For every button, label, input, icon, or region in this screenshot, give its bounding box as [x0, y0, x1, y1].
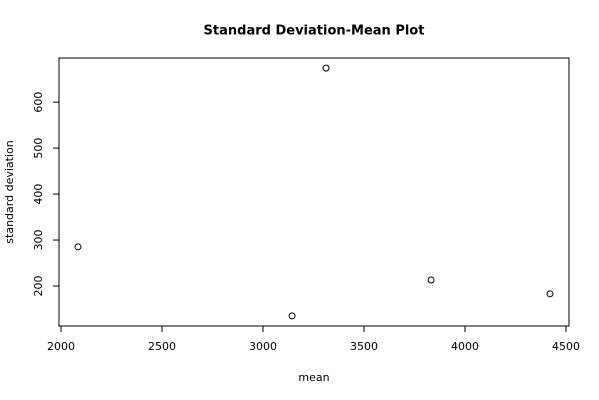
point — [322, 64, 330, 72]
point — [546, 290, 554, 298]
y-tick-label: 600 — [32, 92, 45, 113]
point — [74, 243, 82, 251]
chart-title: Standard Deviation-Mean Plot — [204, 24, 425, 39]
y-axis-label: standard deviation — [3, 140, 16, 243]
x-tick-label: 4000 — [451, 340, 479, 353]
x-tick-label: 2000 — [47, 340, 75, 353]
point — [288, 312, 296, 320]
x-tick-label: 3000 — [249, 340, 277, 353]
point — [427, 276, 435, 284]
x-tick-label: 3500 — [350, 340, 378, 353]
x-axis-label: mean — [298, 371, 329, 384]
y-tick-label: 500 — [32, 138, 45, 159]
x-tick-label: 2500 — [148, 340, 176, 353]
y-tick-label: 300 — [32, 230, 45, 251]
y-tick-label: 200 — [32, 276, 45, 297]
plot-box — [58, 57, 570, 327]
x-tick-label: 4500 — [552, 340, 580, 353]
y-tick-label: 400 — [32, 184, 45, 205]
